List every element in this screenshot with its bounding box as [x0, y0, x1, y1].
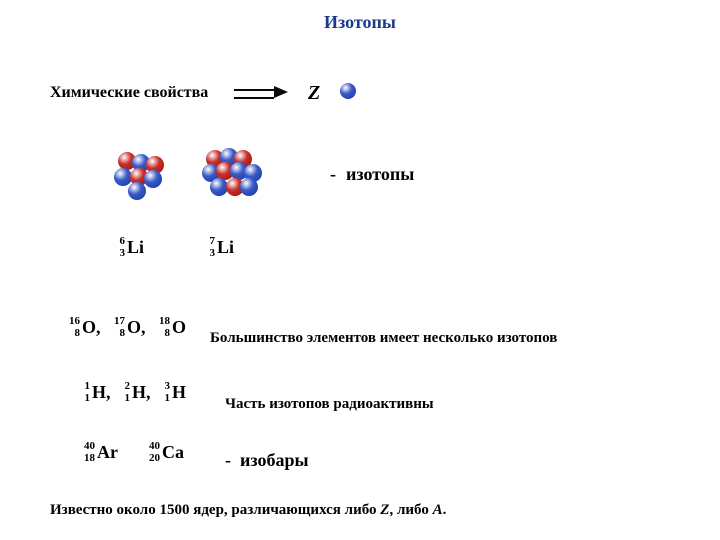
caption-radioactive: Часть изотопов радиоактивны — [225, 396, 434, 413]
z-symbol: Z — [308, 82, 320, 105]
isobars-label: изобары — [240, 450, 309, 471]
proton-sphere-icon — [340, 83, 356, 99]
isotope-o18: 188O — [160, 315, 210, 343]
isotope-li7: 73Li — [205, 235, 255, 263]
isotope-h3: 31H — [160, 380, 210, 408]
page-title: Изотопы — [324, 12, 396, 33]
isotopes-label: изотопы — [346, 164, 414, 185]
dash: - — [225, 450, 231, 471]
isotope-li6: 63Li — [115, 235, 165, 263]
arrow-icon — [234, 92, 290, 94]
dash: - — [330, 164, 336, 185]
isotope-ca: 4020Ca — [150, 440, 200, 468]
footer-text: Известно около 1500 ядер, различающихся … — [50, 502, 446, 519]
nucleus-li6-icon — [110, 150, 166, 202]
isotope-ar: 4018Ar — [85, 440, 135, 468]
nucleus-li7-icon — [200, 146, 256, 198]
chem-properties-label: Химические свойства — [50, 84, 208, 102]
caption-most-elements: Большинство элементов имеет несколько из… — [210, 330, 557, 347]
